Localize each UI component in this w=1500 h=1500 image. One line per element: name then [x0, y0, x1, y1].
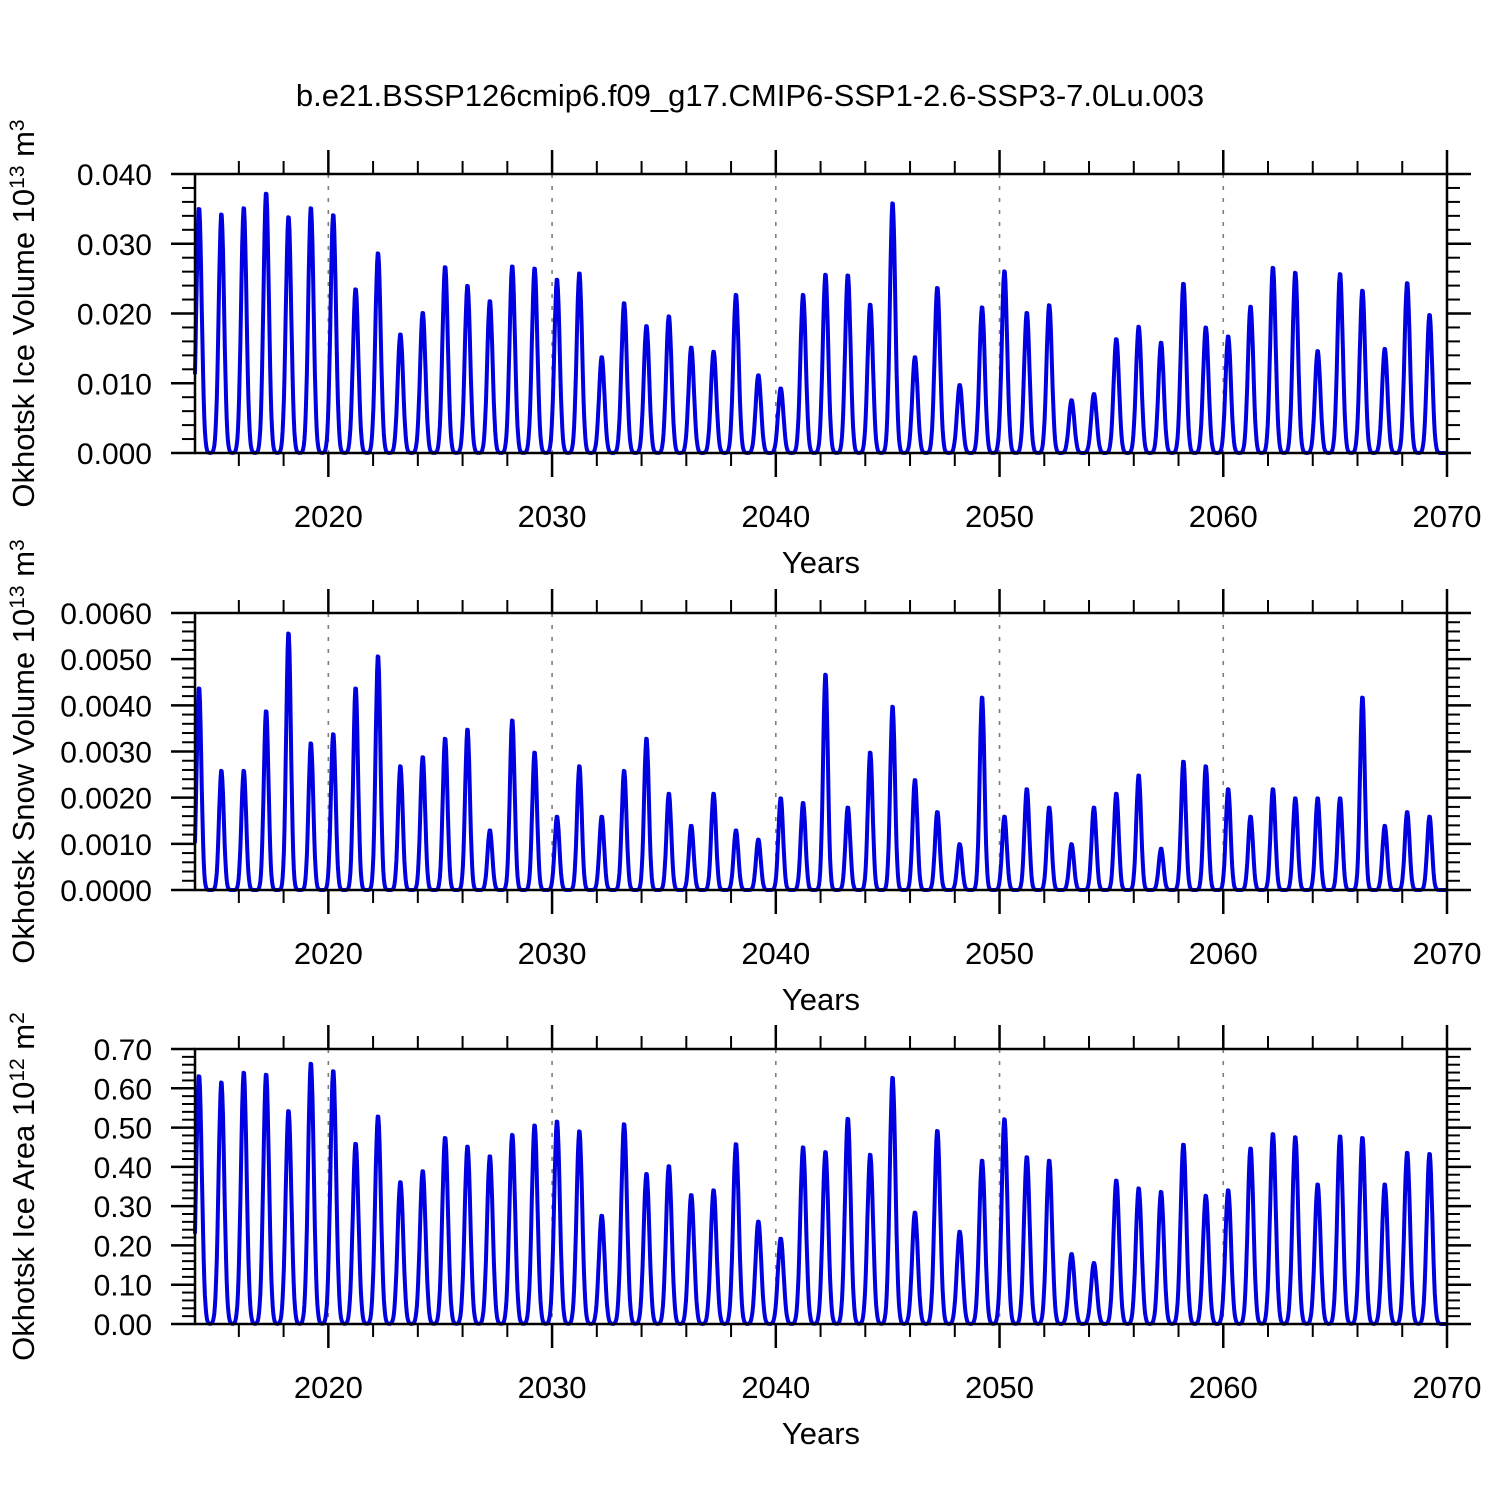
subplot-okhotsk-ice-volume: 2020 2030 2040 2050 2060 2070 0.000 0.010 0.020 0… [6, 119, 1481, 580]
x-tick-label: 2030 [518, 1370, 587, 1405]
series-line-okhotsk-snow-volume [193, 631, 1449, 892]
y-tick-label: 0.0040 [60, 690, 152, 723]
x-tick-label: 2060 [1189, 499, 1258, 534]
x-tick-label: 2040 [741, 499, 810, 534]
x-tick-label: 2020 [294, 1370, 363, 1405]
subplot-okhotsk-ice-area: 2020 2030 2040 2050 2060 2070 0.00 0.10 0.20 0.30… [6, 1012, 1481, 1451]
y-tick-label: 0.040 [77, 159, 152, 192]
y-tick-label: 0.0010 [60, 829, 152, 862]
x-tick-label: 2060 [1189, 936, 1258, 971]
y-tick-label: 0.50 [94, 1113, 152, 1146]
y-tick-label: 0.020 [77, 299, 152, 332]
x-tick-label: 2070 [1413, 499, 1482, 534]
y-tick-label: 0.30 [94, 1191, 152, 1224]
x-tick-label: 2020 [294, 936, 363, 971]
x-tick-label: 2040 [741, 936, 810, 971]
y-tick-label: 0.030 [77, 229, 152, 262]
x-tick-label: 2030 [518, 499, 587, 534]
x-tick-label: 2050 [965, 1370, 1034, 1405]
x-axis-title: Years [782, 1416, 860, 1451]
y-tick-label: 0.60 [94, 1073, 152, 1106]
y-tick-label: 0.70 [94, 1034, 152, 1067]
x-tick-label: 2070 [1413, 936, 1482, 971]
x-tick-label: 2040 [741, 1370, 810, 1405]
x-tick-label: 2020 [294, 499, 363, 534]
y-tick-label: 0.0060 [60, 598, 152, 631]
x-axis-title: Years [782, 545, 860, 580]
y-tick-label: 0.10 [94, 1270, 152, 1303]
y-tick-label: 0.40 [94, 1152, 152, 1185]
x-tick-label: 2050 [965, 499, 1034, 534]
series-line-okhotsk-ice-volume [193, 191, 1449, 455]
x-tick-label: 2050 [965, 936, 1034, 971]
y-tick-label: 0.010 [77, 368, 152, 401]
y-axis-title: Okhotsk Ice Area 1012 m2 [6, 1012, 41, 1361]
x-tick-label: 2060 [1189, 1370, 1258, 1405]
y-tick-label: 0.0030 [60, 737, 152, 770]
series-line-okhotsk-ice-area [193, 1061, 1449, 1326]
figure-title: b.e21.BSSP126cmip6.f09_g17.CMIP6-SSP1-2.… [295, 78, 1205, 113]
y-axis-title: Okhotsk Snow Volume 1013 m3 [6, 539, 41, 963]
y-tick-label: 0.00 [94, 1309, 152, 1342]
y-tick-label: 0.0000 [60, 875, 152, 908]
y-tick-label: 0.000 [77, 438, 152, 471]
y-axis-title: Okhotsk Ice Volume 1013 m3 [6, 119, 41, 507]
x-axis-title: Years [782, 982, 860, 1017]
y-tick-label: 0.20 [94, 1230, 152, 1263]
subplot-okhotsk-snow-volume: 2020 2030 2040 2050 2060 2070 0.0000 0.0010 0.00… [6, 539, 1481, 1017]
y-tick-label: 0.0020 [60, 783, 152, 816]
x-tick-label: 2070 [1413, 1370, 1482, 1405]
x-tick-label: 2030 [518, 936, 587, 971]
y-tick-label: 0.0050 [60, 644, 152, 677]
